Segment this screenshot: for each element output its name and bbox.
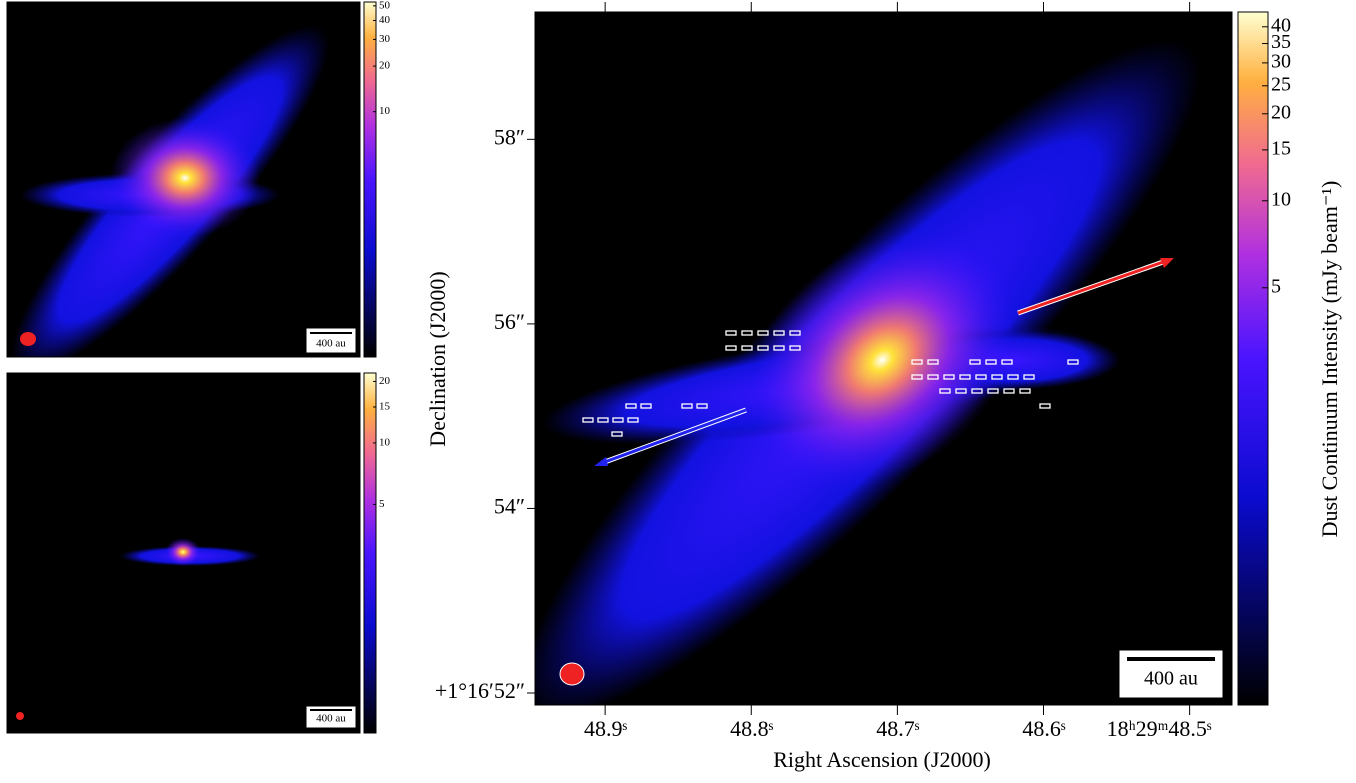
- colorbar-tick-label: 30: [1271, 50, 1291, 72]
- main-image: 400 au: [535, 12, 1232, 705]
- top-left-image: 400 au: [7, 2, 360, 357]
- y-tick-label: 56″: [494, 309, 525, 334]
- colorbar-label: Dust Continuum Intensity (mJy beam⁻¹): [1317, 181, 1342, 538]
- x-tick-label: 18ʰ29ᵐ48.5ˢ: [1107, 716, 1212, 741]
- colorbar-tick-label: 30: [379, 33, 391, 45]
- scale-bar-label: 400 au: [316, 338, 346, 350]
- scale-bar-label: 400 au: [316, 713, 346, 725]
- colorbar-tick-label: 50: [379, 0, 391, 11]
- x-tick-label: 48.6ˢ: [1022, 716, 1066, 741]
- colorbar: [1237, 11, 1269, 706]
- x-tick-label: 48.7ˢ: [876, 716, 920, 741]
- x-axis-label: Right Ascension (J2000): [773, 747, 991, 772]
- x-tick-label: 48.9ˢ: [584, 716, 628, 741]
- colorbar-tick-label: 10: [1271, 188, 1291, 210]
- x-tick-label: 48.8ˢ: [730, 716, 774, 741]
- colorbar-tick-label: 20: [379, 375, 391, 387]
- colorbar-tick-label: 20: [1271, 101, 1291, 123]
- colorbar-tick-label: 20: [379, 60, 391, 72]
- bottom-left-frame: [6, 372, 361, 734]
- colorbar-tick-label: 10: [379, 436, 391, 448]
- colorbar-tick-label: 40: [379, 14, 391, 26]
- colorbar-tick-label: 15: [379, 401, 391, 413]
- colorbar-tick-label: 35: [1271, 31, 1291, 53]
- colorbar-tick-label: 5: [379, 498, 385, 510]
- colorbar-tick-label: 10: [379, 105, 391, 117]
- colorbar-tick-label: 25: [1271, 73, 1291, 95]
- scale-bar-label: 400 au: [1144, 668, 1198, 690]
- y-tick-label: +1°16′52″: [435, 678, 525, 703]
- colorbar: [363, 372, 377, 734]
- top-left-frame: [6, 1, 361, 358]
- colorbar-tick-label: 5: [1271, 275, 1281, 297]
- y-tick-label: 54″: [494, 493, 525, 518]
- colorbar: [363, 1, 377, 358]
- y-axis-label: Declination (J2000): [425, 271, 450, 446]
- colorbar-tick-label: 40: [1271, 14, 1291, 36]
- colorbar-tick-label: 15: [1271, 137, 1291, 159]
- main-frame: [534, 11, 1233, 706]
- y-tick-label: 58″: [494, 124, 525, 149]
- bottom-left-image: 400 au: [7, 373, 360, 733]
